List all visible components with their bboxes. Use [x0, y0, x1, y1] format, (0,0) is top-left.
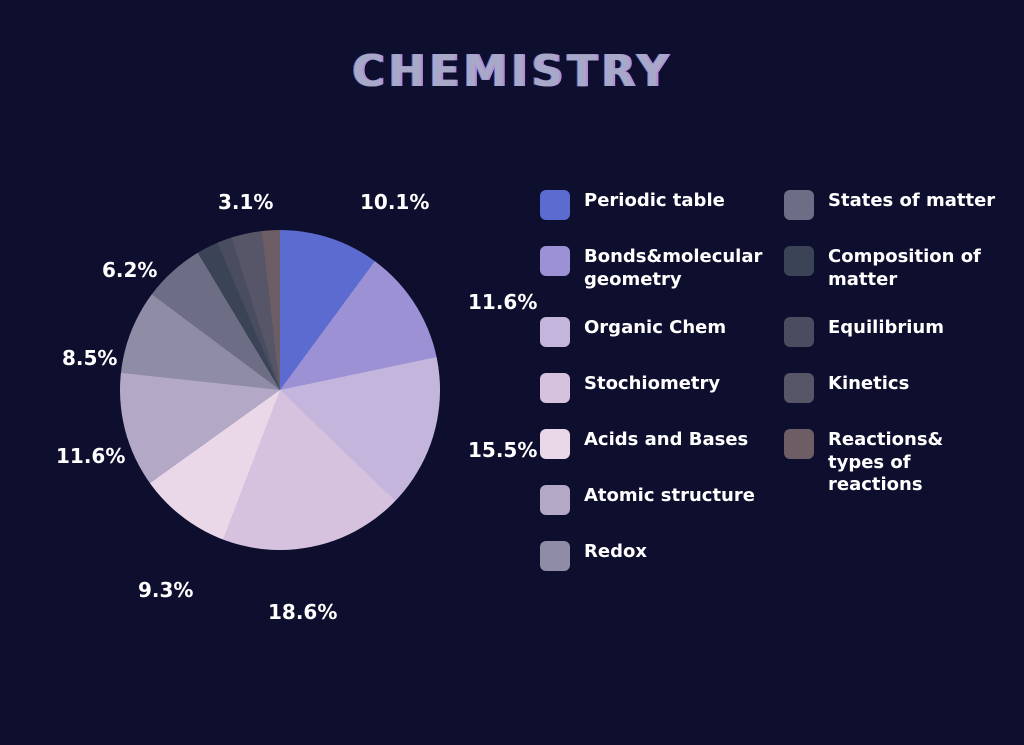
- legend-swatch: [784, 190, 814, 220]
- legend-label: States of matter: [828, 190, 995, 213]
- page-title: CHEMISTRY: [0, 46, 1024, 97]
- legend-item: Redox: [540, 541, 760, 571]
- legend-swatch: [540, 429, 570, 459]
- legend-label: Acids and Bases: [584, 429, 748, 452]
- legend-swatch: [784, 429, 814, 459]
- legend-swatch: [540, 190, 570, 220]
- legend-label: Redox: [584, 541, 647, 564]
- legend-item: Equilibrium: [784, 317, 1004, 347]
- legend-swatch: [784, 246, 814, 276]
- legend-item: Composition of matter: [784, 246, 1004, 291]
- pie-slice-percent: 6.2%: [102, 258, 157, 282]
- pie-slice-percent: 9.3%: [138, 578, 193, 602]
- pie-slice-percent: 3.1%: [218, 190, 273, 214]
- legend-item: Organic Chem: [540, 317, 760, 347]
- legend-item: Bonds&molecular geometry: [540, 246, 760, 291]
- legend-label: Equilibrium: [828, 317, 944, 340]
- legend-label: Kinetics: [828, 373, 909, 396]
- legend-swatch: [540, 373, 570, 403]
- pie-chart: [120, 230, 440, 550]
- legend-label: Reactions& types of reactions: [828, 429, 1004, 497]
- pie-chart-area: 10.1%11.6%15.5%18.6%9.3%11.6%8.5%6.2%3.1…: [60, 180, 480, 680]
- legend-item: Atomic structure: [540, 485, 760, 515]
- legend-label: Composition of matter: [828, 246, 1004, 291]
- legend-column: States of matter Composition of matter E…: [784, 190, 1004, 571]
- pie-slice-percent: 18.6%: [268, 600, 337, 624]
- legend-item: Periodic table: [540, 190, 760, 220]
- legend-label: Atomic structure: [584, 485, 755, 508]
- legend-item: Stochiometry: [540, 373, 760, 403]
- legend-label: Periodic table: [584, 190, 725, 213]
- legend-label: Bonds&molecular geometry: [584, 246, 762, 291]
- legend-swatch: [540, 317, 570, 347]
- legend-item: Acids and Bases: [540, 429, 760, 459]
- pie-slice-percent: 8.5%: [62, 346, 117, 370]
- pie-slice-percent: 11.6%: [56, 444, 125, 468]
- pie-slice-percent: 11.6%: [468, 290, 537, 314]
- legend-label: Stochiometry: [584, 373, 720, 396]
- pie-slice-percent: 15.5%: [468, 438, 537, 462]
- legend-item: States of matter: [784, 190, 1004, 220]
- legend-label: Organic Chem: [584, 317, 726, 340]
- legend-swatch: [784, 317, 814, 347]
- legend-swatch: [540, 485, 570, 515]
- legend-column: Periodic table Bonds&molecular geometry Or…: [540, 190, 760, 571]
- legend-item: Kinetics: [784, 373, 1004, 403]
- legend-swatch: [540, 541, 570, 571]
- pie-slice-percent: 10.1%: [360, 190, 429, 214]
- legend-swatch: [540, 246, 570, 276]
- legend: Periodic table Bonds&molecular geometry Or…: [540, 190, 1010, 571]
- legend-item: Reactions& types of reactions: [784, 429, 1004, 497]
- legend-swatch: [784, 373, 814, 403]
